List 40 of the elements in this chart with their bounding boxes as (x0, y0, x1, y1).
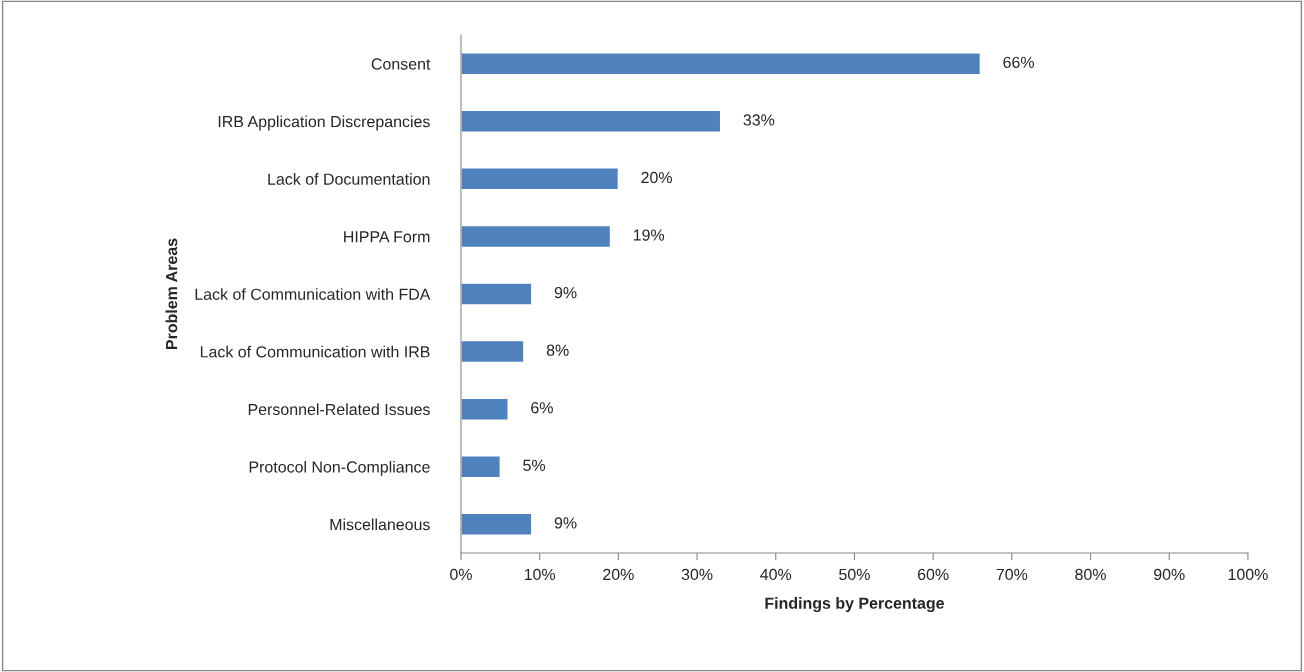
bar (460, 512, 533, 536)
data-label: 5% (523, 459, 546, 471)
y-tick-label: Lack of Communication with FDA (195, 288, 431, 300)
x-tick-label: 70% (996, 568, 1028, 581)
x-axis-title: Findings by Percentage (765, 597, 944, 613)
y-tick-label: Consent (371, 58, 431, 70)
bar (460, 397, 509, 421)
data-label: 6% (531, 402, 553, 414)
x-tick-label: 50% (839, 568, 870, 581)
x-tick-label: 0% (450, 568, 472, 581)
bar (460, 52, 982, 76)
y-axis-title: Problem Areas (165, 238, 178, 349)
bar (460, 109, 722, 133)
bar (460, 167, 620, 191)
bar (460, 282, 533, 306)
data-label: 33% (743, 114, 775, 126)
y-tick-label: HIPPA Form (344, 231, 430, 243)
bar (460, 224, 612, 249)
x-tick-label: 90% (1154, 568, 1185, 581)
data-label: 19% (633, 229, 665, 241)
x-tick-label: 10% (524, 568, 556, 581)
x-tick-label: 40% (760, 568, 792, 581)
x-tick-label: 80% (1075, 568, 1106, 581)
data-label: 66% (1003, 56, 1034, 69)
bar (460, 455, 502, 479)
data-label: 9% (554, 286, 577, 299)
data-label: 8% (546, 344, 569, 356)
y-tick-label: Protocol Non-Compliance (249, 460, 430, 476)
x-tick-label: 20% (603, 568, 634, 581)
y-tick-label: IRB Application Discrepancies (218, 115, 430, 131)
y-tick-label: Lack of Documentation (268, 173, 430, 185)
y-tick-label: Miscellaneous (330, 518, 430, 531)
x-tick-label: 100% (1228, 568, 1268, 581)
data-label: 9% (554, 517, 577, 529)
x-tick-label: 30% (681, 568, 713, 581)
x-tick-label: 60% (917, 568, 949, 581)
data-label: 20% (641, 171, 672, 184)
y-tick-label: Personnel-Related Issues (248, 403, 430, 416)
y-tick-label: Lack of Communication with IRB (200, 345, 430, 358)
bar (460, 339, 525, 364)
